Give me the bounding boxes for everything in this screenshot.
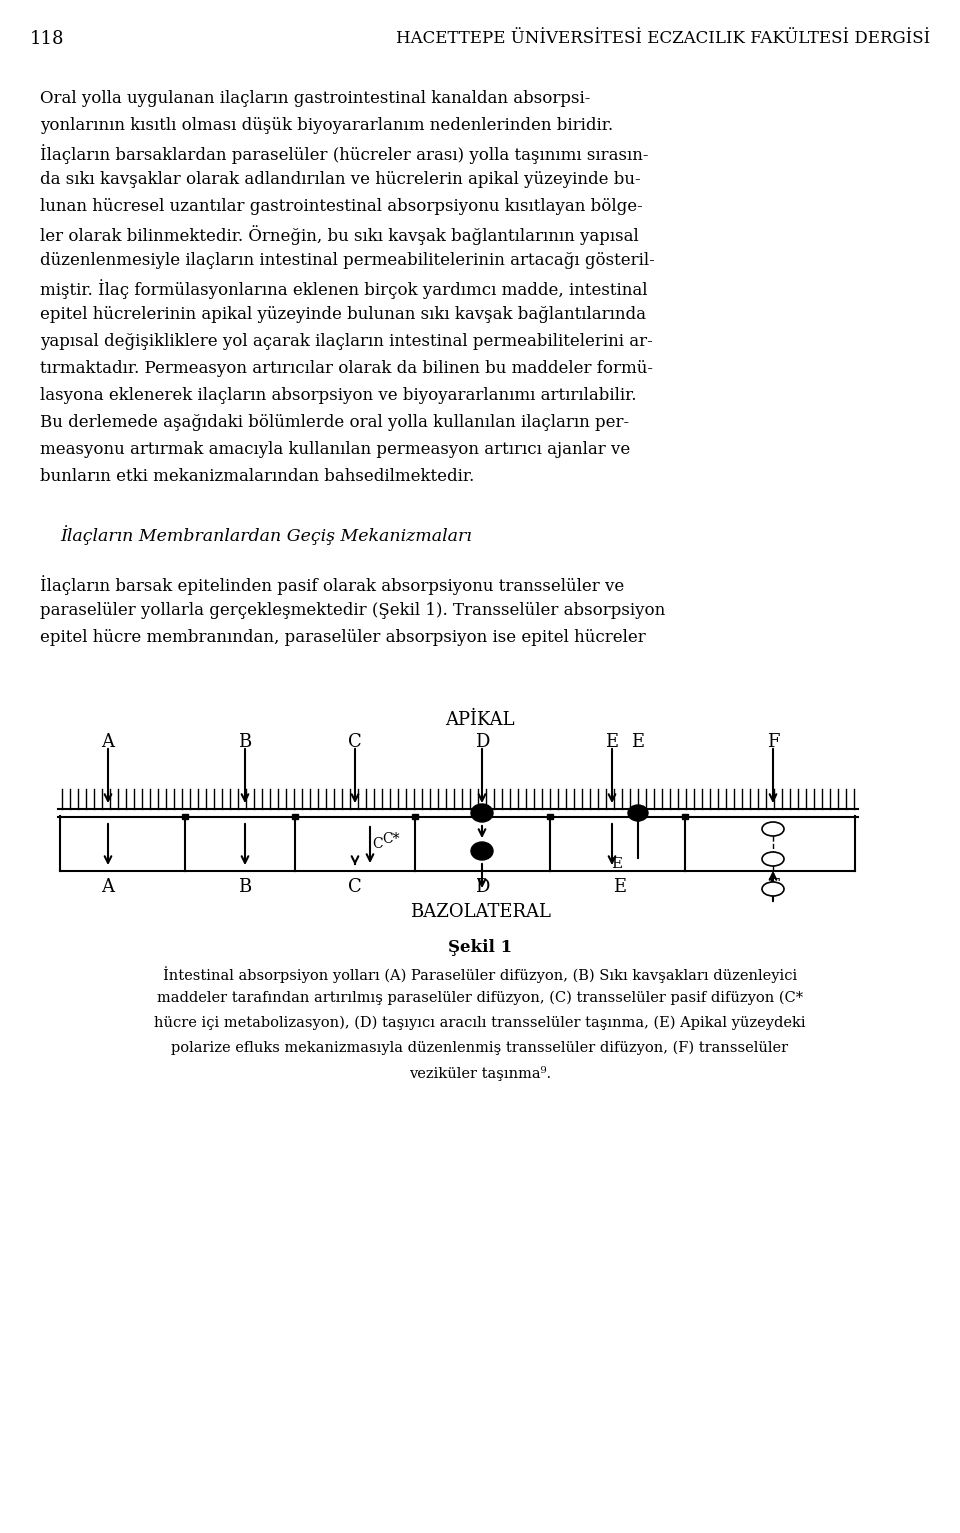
Text: D: D [475, 878, 490, 895]
Text: bunların etki mekanizmalarından bahsedilmektedir.: bunların etki mekanizmalarından bahsedil… [40, 468, 474, 484]
Text: C: C [348, 733, 362, 751]
Text: C: C [372, 837, 383, 851]
Text: tırmaktadır. Permeasyon artırıcılar olarak da bilinen bu maddeler formü-: tırmaktadır. Permeasyon artırıcılar olar… [40, 360, 653, 377]
Text: F: F [769, 883, 778, 895]
Text: polarize efluks mekanizmasıyla düzenlenmiş transselüler difüzyon, (F) transselül: polarize efluks mekanizmasıyla düzenlenm… [172, 1041, 788, 1055]
Text: İlaçların barsak epitelinden pasif olarak absorpsiyonu transselüler ve: İlaçların barsak epitelinden pasif olara… [40, 575, 624, 595]
Text: A: A [102, 878, 114, 895]
Text: maddeler tarafından artırılmış paraselüler difüzyon, (C) transselüler pasif difü: maddeler tarafından artırılmış paraselül… [156, 990, 804, 1006]
Text: C*: C* [382, 832, 399, 846]
Ellipse shape [471, 842, 493, 860]
Text: İlaçların barsaklardan paraselüler (hücreler arası) yolla taşınımı sırasın-: İlaçların barsaklardan paraselüler (hücr… [40, 144, 649, 164]
Text: APİKAL: APİKAL [445, 711, 515, 730]
Text: İntestinal absorpsiyon yolları (A) Paraselüler difüzyon, (B) Sıkı kavşakları düz: İntestinal absorpsiyon yolları (A) Paras… [163, 966, 797, 983]
Text: düzenlenmesiyle ilaçların intestinal permeabilitelerinin artacağı gösteril-: düzenlenmesiyle ilaçların intestinal per… [40, 251, 655, 268]
Text: yapısal değişikliklere yol açarak ilaçların intestinal permeabilitelerini ar-: yapısal değişikliklere yol açarak ilaçla… [40, 333, 653, 350]
Text: HACETTEPE ÜNİVERSİTESİ ECZACILIK FAKÜLTESİ DERGİSİ: HACETTEPE ÜNİVERSİTESİ ECZACILIK FAKÜLTE… [396, 31, 930, 48]
Ellipse shape [471, 803, 493, 822]
Text: miştir. İlaç formülasyonlarına eklenen birçok yardımcı madde, intestinal: miştir. İlaç formülasyonlarına eklenen b… [40, 279, 647, 299]
Text: E: E [606, 733, 618, 751]
Text: C: C [348, 878, 362, 895]
Text: ler olarak bilinmektedir. Örneğin, bu sıkı kavşak bağlantılarının yapısal: ler olarak bilinmektedir. Örneğin, bu sı… [40, 225, 638, 245]
Ellipse shape [762, 881, 784, 895]
Text: epitel hücre membranından, paraselüler absorpsiyon ise epitel hücreler: epitel hücre membranından, paraselüler a… [40, 629, 646, 645]
Text: Oral yolla uygulanan ilaçların gastrointestinal kanaldan absorpsi-: Oral yolla uygulanan ilaçların gastroint… [40, 90, 590, 107]
Bar [182, 814, 188, 819]
Text: lasyona eklenerek ilaçların absorpsiyon ve biyoyararlanımı artırılabilir.: lasyona eklenerek ilaçların absorpsiyon … [40, 386, 636, 405]
Text: da sıkı kavşaklar olarak adlandırılan ve hücrelerin apikal yüzeyinde bu-: da sıkı kavşaklar olarak adlandırılan ve… [40, 172, 640, 189]
Text: 118: 118 [30, 31, 64, 48]
Text: hücre içi metabolizasyon), (D) taşıyıcı aracılı transselüler taşınma, (E) Apikal: hücre içi metabolizasyon), (D) taşıyıcı … [155, 1016, 805, 1030]
Ellipse shape [628, 805, 648, 822]
Text: measyonu artırmak amacıyla kullanılan permeasyon artırıcı ajanlar ve: measyonu artırmak amacıyla kullanılan pe… [40, 442, 631, 458]
Text: Bu derlemede aşağıdaki bölümlerde oral yolla kullanılan ilaçların per-: Bu derlemede aşağıdaki bölümlerde oral y… [40, 414, 629, 431]
Text: paraselüler yollarla gerçekleşmektedir (Şekil 1). Transselüler absorpsiyon: paraselüler yollarla gerçekleşmektedir (… [40, 602, 665, 619]
Text: BAZOLATERAL: BAZOLATERAL [410, 903, 550, 921]
Text: A: A [102, 733, 114, 751]
Text: Şekil 1: Şekil 1 [448, 940, 512, 957]
Bar [292, 814, 298, 819]
Text: D: D [475, 733, 490, 751]
Text: E: E [612, 857, 623, 871]
Text: İlaçların Membranlardan Geçiş Mekanizmaları: İlaçların Membranlardan Geçiş Mekanizmal… [60, 524, 471, 544]
Text: E: E [632, 733, 644, 751]
Text: E: E [613, 878, 627, 895]
Text: veziküler taşınma⁹.: veziküler taşınma⁹. [409, 1065, 551, 1081]
Ellipse shape [762, 822, 784, 835]
Text: lunan hücresel uzantılar gastrointestinal absorpsiyonu kısıtlayan bölge-: lunan hücresel uzantılar gastrointestina… [40, 198, 643, 215]
Bar [547, 814, 553, 819]
Text: B: B [238, 733, 252, 751]
Text: F: F [767, 878, 780, 895]
Text: yonlarının kısıtlı olması düşük biyoyararlanım nedenlerinden biridir.: yonlarının kısıtlı olması düşük biyoyara… [40, 117, 613, 133]
Text: F: F [769, 823, 778, 835]
Text: epitel hücrelerinin apikal yüzeyinde bulunan sıkı kavşak bağlantılarında: epitel hücrelerinin apikal yüzeyinde bul… [40, 307, 646, 323]
Text: F: F [769, 852, 778, 866]
Ellipse shape [762, 852, 784, 866]
Text: F: F [767, 733, 780, 751]
Bar [682, 814, 688, 819]
Bar [412, 814, 418, 819]
Text: B: B [238, 878, 252, 895]
